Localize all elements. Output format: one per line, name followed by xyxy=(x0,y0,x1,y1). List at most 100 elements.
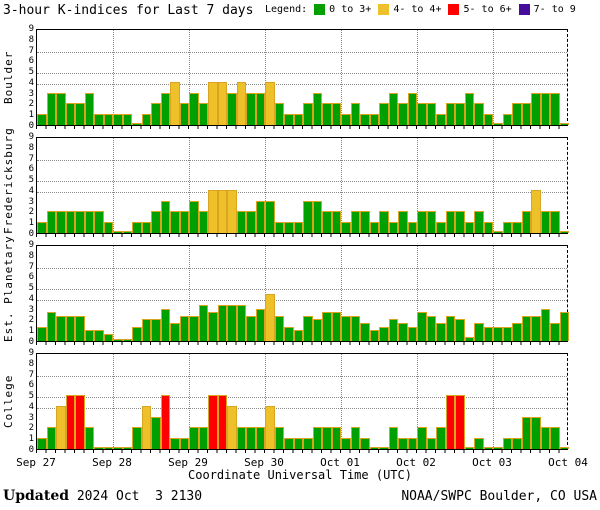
k-index-bar xyxy=(331,103,341,125)
k-index-bar xyxy=(312,427,322,449)
k-index-bar xyxy=(103,222,113,233)
k-index-bar xyxy=(160,308,170,341)
k-index-bar xyxy=(141,319,151,341)
x-tick-label: Oct 02 xyxy=(396,456,436,469)
k-index-bar xyxy=(417,427,427,449)
chart-title: 3-hour K-indices for Last 7 days xyxy=(3,3,254,18)
k-index-bar xyxy=(493,231,503,233)
panel-est-planetary xyxy=(36,245,569,342)
k-index-bar xyxy=(369,330,379,341)
gridline-day xyxy=(341,246,342,341)
k-index-bar xyxy=(559,312,569,341)
k-index-bar xyxy=(445,103,455,125)
k-index-bar xyxy=(37,222,47,233)
k-index-bar xyxy=(198,103,208,125)
k-index-bar xyxy=(474,211,484,233)
k-index-bar xyxy=(312,319,322,341)
k-index-bar xyxy=(246,315,256,341)
y-tick-label: 7 xyxy=(28,45,34,56)
k-index-bar xyxy=(493,326,503,341)
station-label-boulder: Boulder xyxy=(2,50,15,105)
k-index-bar xyxy=(455,395,465,449)
y-tick-label: 2 xyxy=(28,315,34,326)
k-index-bar xyxy=(274,103,284,125)
x-tick-label: Sep 27 xyxy=(16,456,56,469)
k-index-bar xyxy=(246,427,256,449)
k-index-bar xyxy=(103,447,113,449)
gridline-day xyxy=(417,30,418,125)
k-index-bar xyxy=(341,114,351,125)
k-index-bar xyxy=(198,211,208,233)
k-index-bar xyxy=(398,211,408,233)
k-index-bar xyxy=(265,81,275,125)
gridline-day xyxy=(189,246,190,341)
k-index-bar xyxy=(331,211,341,233)
k-index-bar xyxy=(350,315,360,341)
legend-swatch-purple xyxy=(518,4,530,15)
k-index-bar xyxy=(303,315,313,341)
k-index-bar xyxy=(189,92,199,125)
y-tick-label: 5 xyxy=(28,175,34,186)
k-index-bar xyxy=(474,323,484,341)
k-index-bar xyxy=(113,339,123,341)
k-index-bar xyxy=(540,211,550,233)
y-tick-label: 9 xyxy=(28,24,34,34)
k-index-bar xyxy=(122,447,132,449)
k-index-bar xyxy=(84,427,94,449)
k-index-bar xyxy=(170,81,180,125)
k-index-bar xyxy=(540,92,550,125)
k-index-bar xyxy=(132,326,142,341)
k-index-bar xyxy=(46,92,56,125)
k-index-bar xyxy=(65,103,75,125)
gridline-y4 xyxy=(37,83,567,85)
gridline-day xyxy=(493,246,494,341)
k-index-bar xyxy=(474,438,484,449)
legend-item-purple: 7- to 9 xyxy=(533,4,576,15)
k-index-bar xyxy=(236,81,246,125)
k-index-bar xyxy=(531,416,541,449)
y-tick-label: 6 xyxy=(28,164,34,175)
gridline-y7 xyxy=(37,267,567,269)
y-tick-label: 4 xyxy=(28,293,34,304)
k-index-bar xyxy=(236,305,246,341)
k-index-bar xyxy=(559,447,569,449)
k-index-bar xyxy=(379,103,389,125)
k-index-bar xyxy=(94,211,104,233)
k-index-bar xyxy=(189,315,199,341)
k-index-bar xyxy=(151,211,161,233)
k-index-bar xyxy=(293,222,303,233)
k-index-bar xyxy=(255,427,265,449)
k-index-bar xyxy=(388,319,398,341)
k-index-bar xyxy=(132,123,142,125)
axis-tick-marks xyxy=(36,126,568,129)
legend-swatch-red xyxy=(448,4,460,15)
k-index-bar xyxy=(398,323,408,341)
y-tick-label: 8 xyxy=(28,34,34,45)
k-index-bar xyxy=(160,395,170,449)
k-index-bar xyxy=(265,294,275,341)
k-index-bar xyxy=(227,189,237,233)
gridline-day xyxy=(113,354,114,449)
k-index-bar xyxy=(151,416,161,449)
k-index-bar xyxy=(217,395,227,449)
k-index-bar xyxy=(341,315,351,341)
k-index-bar xyxy=(531,92,541,125)
legend-item-yellow: 4- to 4+ xyxy=(393,4,442,15)
k-index-bar xyxy=(512,323,522,341)
k-index-bar xyxy=(217,305,227,341)
k-index-bar xyxy=(502,114,512,125)
k-index-bar xyxy=(284,222,294,233)
legend-item-green: 0 to 3+ xyxy=(329,4,372,15)
k-index-bar xyxy=(198,427,208,449)
k-index-bar xyxy=(464,92,474,125)
k-index-bar xyxy=(94,114,104,125)
k-index-bar xyxy=(46,427,56,449)
k-index-bar xyxy=(179,103,189,125)
k-index-bar xyxy=(208,189,218,233)
y-tick-label: 4 xyxy=(28,185,34,196)
k-index-bar xyxy=(255,200,265,233)
k-index-bar xyxy=(407,92,417,125)
y-tick-label: 8 xyxy=(28,358,34,369)
k-index-bar xyxy=(445,211,455,233)
updated-value: 2024 Oct 3 2130 xyxy=(76,489,203,504)
